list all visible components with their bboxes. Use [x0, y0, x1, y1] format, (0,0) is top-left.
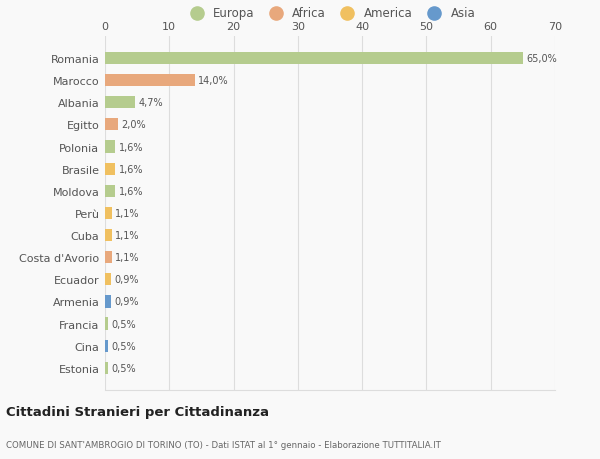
Text: 14,0%: 14,0%	[198, 76, 229, 86]
Text: 0,5%: 0,5%	[112, 319, 136, 329]
Text: 1,6%: 1,6%	[119, 186, 143, 196]
Bar	[105, 274, 111, 286]
Bar	[105, 97, 135, 109]
Bar	[105, 230, 112, 241]
Text: 1,1%: 1,1%	[115, 252, 140, 263]
Text: 65,0%: 65,0%	[526, 54, 557, 64]
Bar	[105, 163, 115, 175]
Bar	[105, 119, 118, 131]
Bar	[105, 185, 115, 197]
Text: 2,0%: 2,0%	[121, 120, 146, 130]
Text: 1,1%: 1,1%	[115, 230, 140, 241]
Bar	[105, 207, 112, 219]
Bar	[105, 53, 523, 65]
Bar	[105, 141, 115, 153]
Bar	[105, 75, 195, 87]
Legend: Europa, Africa, America, Asia: Europa, Africa, America, Asia	[180, 2, 480, 24]
Text: 1,6%: 1,6%	[119, 142, 143, 152]
Text: 0,5%: 0,5%	[112, 363, 136, 373]
Text: 0,9%: 0,9%	[114, 297, 139, 307]
Text: COMUNE DI SANT'AMBROGIO DI TORINO (TO) - Dati ISTAT al 1° gennaio - Elaborazione: COMUNE DI SANT'AMBROGIO DI TORINO (TO) -…	[6, 441, 441, 449]
Bar	[105, 296, 111, 308]
Text: 1,1%: 1,1%	[115, 208, 140, 218]
Text: Cittadini Stranieri per Cittadinanza: Cittadini Stranieri per Cittadinanza	[6, 405, 269, 419]
Bar	[105, 340, 108, 352]
Bar	[105, 252, 112, 263]
Text: 0,5%: 0,5%	[112, 341, 136, 351]
Bar	[105, 318, 108, 330]
Bar	[105, 362, 108, 374]
Text: 1,6%: 1,6%	[119, 164, 143, 174]
Text: 0,9%: 0,9%	[114, 274, 139, 285]
Text: 4,7%: 4,7%	[139, 98, 163, 108]
